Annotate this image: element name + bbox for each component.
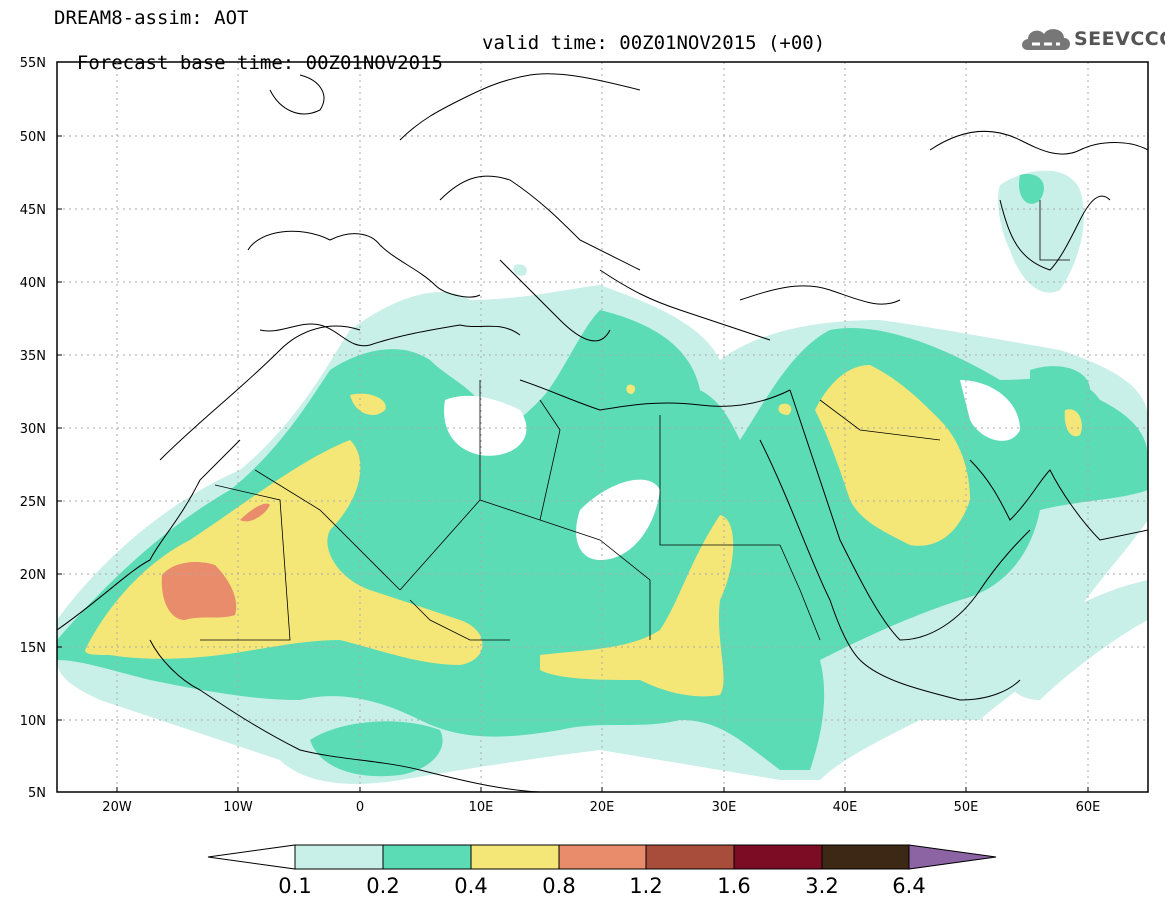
colorbar [207,844,997,870]
lat-label: 55N [20,56,46,71]
contour-0.8 [161,503,270,620]
colorbar-over-arrow [908,844,997,870]
lon-label: 30E [712,800,737,815]
colorbar-label: 0.2 [366,874,399,898]
axis-ticks [57,61,1089,793]
longitude-labels: 20W 10W 0 10E 20E 30E 40E 50E 60E [102,800,1100,815]
contour-below-0.1 [444,380,1020,560]
coastlines [57,73,1148,792]
lon-label: 10E [469,800,494,815]
seevccc-logo: SEEVCCC [1018,20,1165,56]
title-line-2: Forecast base time: 00Z01NOV2015 valid t… [54,33,825,93]
colorbar-swatch [382,844,472,870]
aot-contours [57,170,1148,784]
colorbar-swatch [733,844,823,870]
graticule [57,62,1148,792]
latitude-labels: 55N 50N 45N 40N 35N 30N 25N 20N 15N 10N … [20,56,46,801]
colorbar-swatch [645,844,735,870]
country-borders [200,200,1070,641]
lat-label: 5N [28,786,46,801]
colorbar-label: 1.2 [629,874,662,898]
lon-label: 0 [356,800,364,815]
lat-label: 20N [20,568,46,583]
colorbar-swatch [558,844,647,870]
colorbar-swatch [470,844,560,870]
colorbar-label: 0.4 [454,874,487,898]
forecast-base-time: Forecast base time: 00Z01NOV2015 [76,52,443,74]
colorbar-labels: 0.1 0.2 0.4 0.8 1.2 1.6 3.2 6.4 [278,874,925,898]
lat-label: 45N [20,203,46,218]
lon-label: 10W [223,800,253,815]
colorbar-label: 3.2 [805,874,838,898]
lat-label: 50N [20,130,46,145]
lon-label: 50E [954,800,979,815]
colorbar-label: 0.8 [542,874,575,898]
colorbar-label: 6.4 [892,874,925,898]
lat-label: 35N [20,349,46,364]
lon-label: 40E [833,800,858,815]
lat-label: 40N [20,276,46,291]
cloud-icon [1022,29,1070,50]
colorbar-label: 1.6 [717,874,750,898]
lon-label: 20W [102,800,132,815]
lon-label: 60E [1076,800,1101,815]
colorbar-under-arrow [207,844,296,870]
lat-label: 15N [20,641,46,656]
valid-time: valid time: 00Z01NOV2015 (+00) [482,32,826,54]
colorbar-label: 0.1 [278,874,311,898]
title-line-1: DREAM8-assim: AOT [54,7,249,29]
lon-label: 20E [590,800,615,815]
logo-text: SEEVCCC [1074,28,1165,50]
lat-label: 10N [20,714,46,729]
colorbar-swatch [821,844,910,870]
lat-label: 25N [20,495,46,510]
lat-label: 30N [20,422,46,437]
colorbar-swatch [294,844,384,870]
